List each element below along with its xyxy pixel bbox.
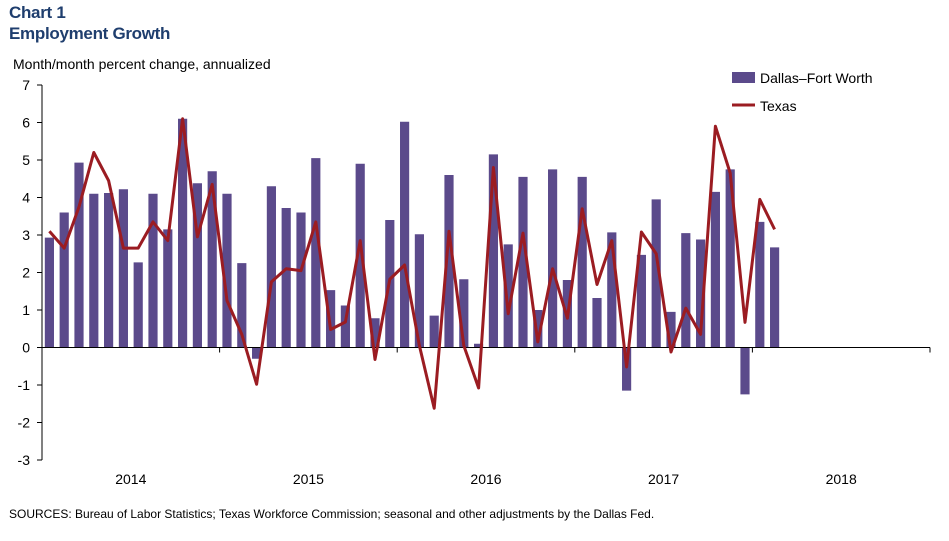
bar-dfw <box>281 208 291 348</box>
bar-dfw <box>503 244 513 348</box>
bar-dfw <box>311 158 321 348</box>
bar-dfw <box>59 212 69 348</box>
y-tick-label: -2 <box>18 415 31 431</box>
bar-dfw <box>400 121 410 348</box>
y-tick-label: 3 <box>22 227 30 243</box>
bar-dfw <box>651 199 661 348</box>
bar-dfw <box>266 186 276 348</box>
chart-title: Employment Growth <box>9 24 171 43</box>
bar-dfw <box>696 239 706 348</box>
bar-dfw <box>666 311 676 348</box>
legend-label-texas: Texas <box>760 98 797 114</box>
legend: Dallas–Fort Worth Texas <box>732 70 873 114</box>
bar-dfw <box>104 193 114 348</box>
bar-dfw <box>622 347 632 391</box>
bar-dfw <box>370 318 380 348</box>
bar-dfw <box>207 171 217 348</box>
source-note: SOURCES: Bureau of Labor Statistics; Tex… <box>9 507 655 521</box>
bar-dfw <box>133 262 143 348</box>
y-tick-label: -3 <box>18 452 31 468</box>
bar-dfw <box>755 221 765 348</box>
chart-axes <box>37 84 931 461</box>
y-tick-label: 1 <box>22 302 30 318</box>
dfw-bar-series <box>44 118 780 395</box>
bar-dfw <box>710 191 720 348</box>
y-axis-label: Month/month percent change, annualized <box>13 56 271 72</box>
line-texas <box>48 117 776 410</box>
bar-dfw <box>44 237 54 348</box>
bar-dfw <box>296 212 306 348</box>
bar-dfw <box>577 176 587 348</box>
y-tick-label: 6 <box>22 115 30 131</box>
x-year-labels: 2014 2015 2016 2017 2018 <box>115 471 857 487</box>
y-tick-label: 0 <box>22 340 30 356</box>
bar-dfw <box>474 343 484 348</box>
texas-line-series <box>48 117 776 410</box>
bar-dfw <box>74 162 84 348</box>
bar-dfw <box>636 254 646 348</box>
chart-label: Chart 1 <box>9 3 66 22</box>
bar-dfw <box>518 176 528 348</box>
bar-dfw <box>89 193 99 348</box>
bar-dfw <box>592 298 602 348</box>
x-year-label: 2014 <box>115 471 146 487</box>
bar-dfw <box>118 189 128 348</box>
bar-dfw <box>681 233 691 348</box>
y-tick-label: 7 <box>22 77 30 93</box>
x-year-label: 2018 <box>826 471 857 487</box>
bar-dfw <box>607 232 617 348</box>
legend-swatch-dallas-fort-worth <box>732 72 755 83</box>
bar-dfw <box>533 310 543 348</box>
bar-dfw <box>770 247 780 348</box>
x-year-label: 2016 <box>470 471 501 487</box>
bar-dfw <box>355 163 365 348</box>
bar-dfw <box>548 169 558 348</box>
bar-dfw <box>459 279 469 348</box>
bar-dfw <box>740 347 750 395</box>
bar-dfw <box>340 305 350 348</box>
bar-dfw <box>163 229 173 348</box>
y-tick-labels: -3 -2 -1 0 1 2 3 4 5 6 7 <box>18 77 31 468</box>
bar-dfw <box>444 175 454 348</box>
bar-dfw <box>192 183 202 348</box>
x-year-label: 2017 <box>648 471 679 487</box>
bar-dfw <box>252 347 262 359</box>
bar-dfw <box>178 118 188 348</box>
bar-dfw <box>222 193 232 348</box>
y-tick-label: -1 <box>18 377 31 393</box>
bar-dfw <box>237 263 247 348</box>
x-year-label: 2015 <box>293 471 324 487</box>
bar-dfw <box>414 234 424 348</box>
y-tick-label: 2 <box>22 265 30 281</box>
bar-dfw <box>148 193 158 348</box>
y-tick-label: 4 <box>22 190 30 206</box>
bar-dfw <box>725 169 735 348</box>
legend-label-dallas-fort-worth: Dallas–Fort Worth <box>760 70 873 86</box>
bar-dfw <box>429 315 439 348</box>
y-tick-label: 5 <box>22 152 30 168</box>
bar-dfw <box>488 154 498 348</box>
